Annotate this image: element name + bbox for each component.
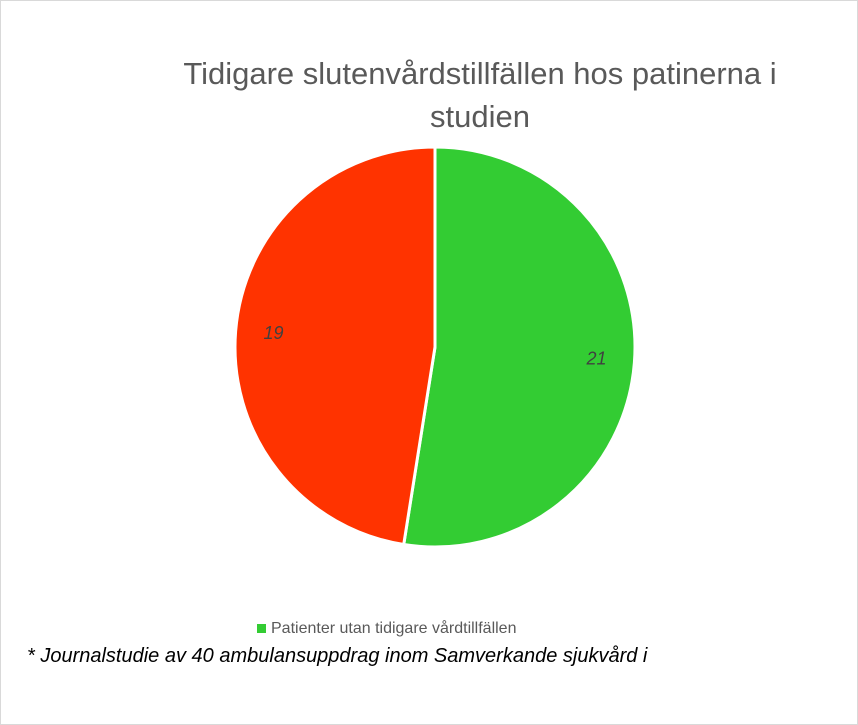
pie-slice	[233, 145, 437, 547]
pie-slice	[401, 145, 637, 549]
data-label: 21	[585, 348, 606, 368]
legend-label: Patienter utan tidigare vårdtillfällen	[271, 619, 516, 637]
footnote: * Journalstudie av 40 ambulansuppdrag in…	[27, 645, 648, 667]
legend-swatch	[257, 624, 266, 633]
data-label: 19	[263, 323, 283, 343]
chart-title: Tidigare slutenvårdstillfällen hos patin…	[183, 56, 777, 134]
